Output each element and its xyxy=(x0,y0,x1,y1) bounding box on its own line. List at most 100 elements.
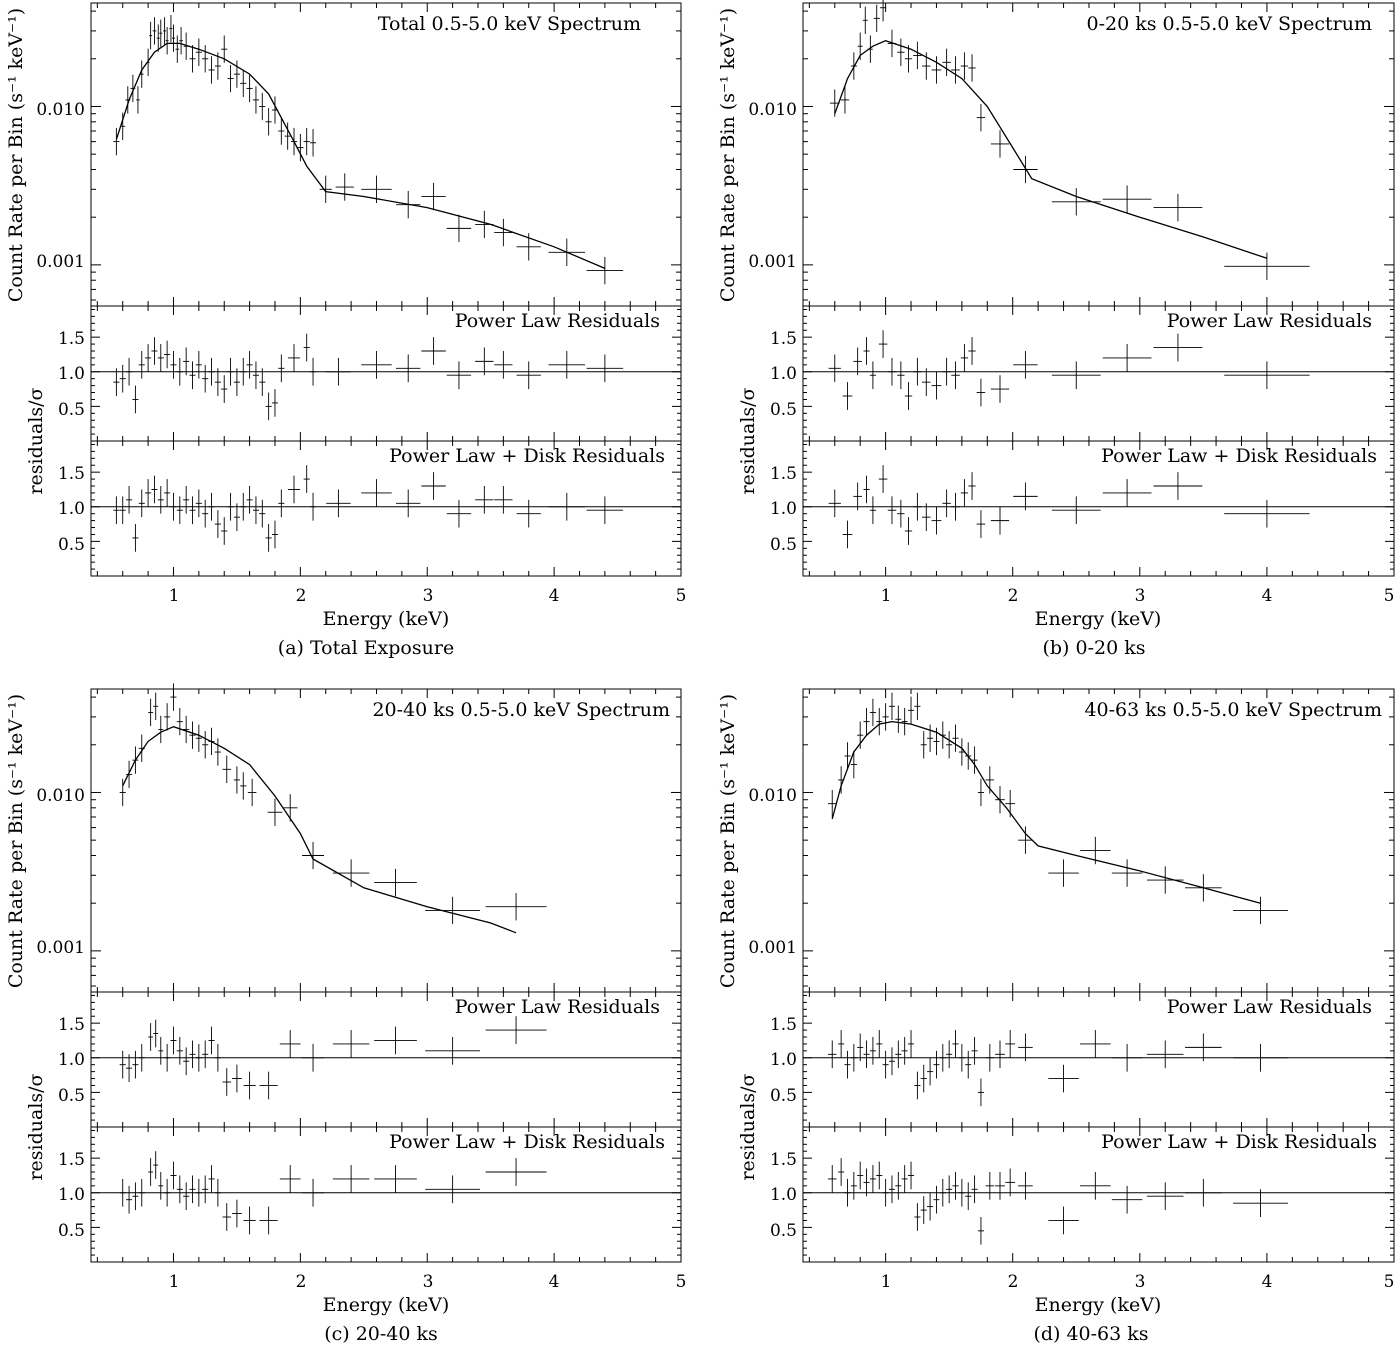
residual-point xyxy=(857,1033,864,1062)
residual-point xyxy=(946,1040,953,1069)
residual-point xyxy=(279,1165,301,1193)
residual-point xyxy=(939,1043,946,1072)
spectrum-point xyxy=(913,41,922,70)
residual-point xyxy=(421,337,446,365)
y-axis-label-residuals: residuals/σ xyxy=(25,387,47,494)
spectrum-point xyxy=(968,54,976,82)
residual-point xyxy=(164,1043,171,1072)
residual-point xyxy=(882,1178,889,1207)
data-points xyxy=(113,14,624,552)
model-curve xyxy=(115,42,606,269)
panel-d: 40-63 ks 0.5-5.0 keV Spectrum Power Law … xyxy=(717,688,1395,1345)
residual-point xyxy=(157,344,164,372)
ytick-spectrum-0010: 0.010 xyxy=(748,786,797,806)
residual-point xyxy=(1224,361,1310,390)
residual-point xyxy=(586,496,624,525)
residual-point xyxy=(1185,1178,1222,1207)
spectrum-point xyxy=(175,35,180,63)
residual-point xyxy=(888,1047,896,1076)
residual-point xyxy=(844,1178,851,1207)
spectrum-point xyxy=(965,742,972,770)
residual-point xyxy=(850,1043,857,1072)
residual-point xyxy=(195,489,202,518)
spectrum-point xyxy=(139,60,144,88)
spectrum-point xyxy=(863,707,870,736)
ytick-pl-0.5: 0.5 xyxy=(58,1086,85,1106)
spectrum-point xyxy=(857,721,864,749)
ytick-pld-0.5: 0.5 xyxy=(58,1221,85,1241)
ytick-pld-1.5: 1.5 xyxy=(58,1150,85,1170)
residual-point xyxy=(971,1175,978,1204)
residual-point xyxy=(374,1165,417,1193)
residual-point xyxy=(931,371,942,400)
spectrum-point xyxy=(265,108,272,136)
residual-point xyxy=(863,475,870,504)
ytick-pl-1.5: 1.5 xyxy=(58,329,85,349)
residual-point xyxy=(302,1178,325,1207)
residual-point xyxy=(850,1172,857,1200)
spectrum-point xyxy=(446,214,472,243)
residual-point xyxy=(516,361,541,390)
y-axis-label-residuals: residuals/σ xyxy=(25,1073,47,1180)
axis-ticks xyxy=(91,689,681,1262)
residual-point xyxy=(138,489,145,518)
residual-pld-frame xyxy=(90,440,682,577)
residual-point xyxy=(240,492,247,521)
residual-point xyxy=(170,1161,177,1190)
ytick-pld-1.0: 1.0 xyxy=(770,1185,797,1205)
residual-point xyxy=(425,1037,481,1065)
spectrum-point xyxy=(148,698,154,727)
spectrum-point xyxy=(208,727,215,756)
residual-point xyxy=(132,385,139,414)
residual-point xyxy=(586,354,624,383)
model-curve xyxy=(834,40,1268,259)
residual-point xyxy=(842,520,853,549)
residual-point xyxy=(1018,1033,1033,1062)
residual-point xyxy=(838,1030,845,1058)
residual-point xyxy=(876,1030,883,1058)
spectrum-point xyxy=(840,86,850,114)
residual-point xyxy=(475,486,494,514)
residual-point xyxy=(153,1019,159,1048)
spectrum-point xyxy=(233,766,240,794)
ytick-pld-0.5: 0.5 xyxy=(58,535,85,555)
residual-point xyxy=(183,1047,190,1076)
residual-point xyxy=(853,482,862,511)
residual-point xyxy=(485,1158,547,1186)
residual-point xyxy=(914,1071,921,1100)
ytick-pl-0.5: 0.5 xyxy=(770,1086,797,1106)
panel-a: Total 0.5-5.0 keV Spectrum Power Law Res… xyxy=(5,2,686,659)
residual-pld-title: Power Law + Disk Residuals xyxy=(1101,1131,1377,1153)
spectrum-point xyxy=(179,27,183,55)
ytick-pld-1.5: 1.5 xyxy=(770,1150,797,1170)
residual-point xyxy=(309,357,317,386)
residual-point xyxy=(965,1050,972,1079)
x-axis-label: Energy (keV) xyxy=(1035,1294,1162,1316)
residual-point xyxy=(233,503,240,531)
model-line xyxy=(115,42,606,269)
residual-point xyxy=(1005,1030,1016,1058)
x-axis-label: Energy (keV) xyxy=(1035,608,1162,630)
ytick-pl-1.0: 1.0 xyxy=(58,364,85,384)
spectrum-point xyxy=(971,746,978,774)
residual-point xyxy=(246,486,253,514)
residual-point xyxy=(240,357,247,386)
spectrum-point xyxy=(297,133,304,162)
y-axis-label-residuals: residuals/σ xyxy=(737,1073,759,1180)
panel-caption: (c) 20-40 ks xyxy=(324,1323,438,1345)
residual-point xyxy=(271,389,279,417)
spectrum-point xyxy=(214,52,221,80)
residual-point xyxy=(202,499,209,528)
residual-point xyxy=(287,475,301,504)
residual-point xyxy=(878,330,888,358)
residual-point xyxy=(208,492,215,521)
ytick-spectrum-0001: 0.001 xyxy=(748,252,797,272)
spectrum-point xyxy=(195,38,202,66)
residual-point xyxy=(904,517,913,545)
xtick-4: 4 xyxy=(1262,1272,1273,1292)
spectrum-point xyxy=(136,86,140,114)
residual-point xyxy=(278,354,285,383)
residual-point xyxy=(933,1185,940,1214)
spectrum-point xyxy=(977,778,984,807)
residual-point xyxy=(252,361,259,390)
